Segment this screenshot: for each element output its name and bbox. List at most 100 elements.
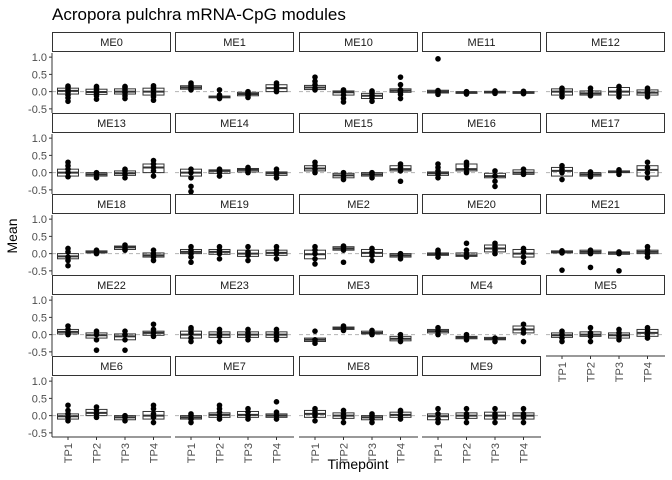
data-point	[587, 264, 594, 271]
data-point	[245, 164, 251, 171]
panel-me16: ME16	[422, 113, 541, 190]
facet-strip	[299, 32, 418, 52]
data-point	[492, 411, 498, 417]
data-point	[312, 328, 318, 334]
box-tp4	[389, 161, 412, 185]
data-point	[492, 88, 498, 94]
box-tp2	[332, 169, 355, 183]
data-point	[312, 417, 318, 424]
box-tp3	[361, 411, 383, 426]
data-point	[435, 87, 441, 94]
box-tp1	[427, 161, 449, 181]
data-point	[216, 243, 223, 250]
data-point	[492, 405, 498, 412]
box-tp4	[142, 402, 165, 426]
facet-strip-label: ME11	[468, 37, 496, 49]
facet-strip-label: ME15	[344, 118, 373, 130]
box-tp3	[114, 328, 136, 353]
x-tick-label: TP1	[310, 443, 322, 463]
data-point	[463, 419, 470, 426]
x-tick-label: TP3	[367, 443, 379, 463]
data-point	[150, 247, 157, 253]
data-point	[616, 326, 622, 333]
box-tp1	[427, 405, 449, 426]
panel-me3: ME3	[299, 275, 418, 347]
y-tick-label: 0.5	[32, 150, 47, 162]
data-point	[520, 326, 527, 333]
facet-strip	[422, 32, 541, 52]
data-point	[216, 255, 223, 262]
facet-strip	[422, 194, 541, 214]
box-tp1	[427, 324, 449, 338]
y-tick-label: 1.0	[32, 295, 47, 307]
y-tick-label: 0.5	[32, 393, 47, 405]
data-point	[435, 161, 441, 167]
facet-strip-label: ME12	[591, 37, 620, 49]
box-tp3	[608, 326, 630, 343]
data-point	[122, 166, 128, 172]
facet-strip-label: ME4	[470, 280, 493, 292]
x-tick-label: TP4	[149, 443, 161, 463]
x-tick-label: TP2	[462, 443, 474, 463]
box-tp2	[579, 247, 602, 271]
facet-strip	[299, 194, 418, 214]
panel-me20: ME20	[422, 194, 541, 266]
data-point	[559, 176, 565, 183]
x-tick-label: TP1	[433, 443, 445, 463]
box-tp4	[265, 243, 288, 262]
data-point	[397, 250, 404, 257]
data-point	[369, 327, 375, 334]
data-point	[122, 347, 128, 353]
data-point	[150, 411, 157, 417]
box-tp4	[142, 247, 165, 264]
data-point	[65, 159, 71, 166]
data-point	[150, 173, 157, 179]
data-point	[559, 162, 565, 169]
x-tick-label: TP3	[243, 443, 255, 463]
box-tp3	[608, 249, 630, 274]
box-tp4	[265, 326, 288, 343]
facet-strip-label: ME3	[347, 280, 370, 292]
box-tp3	[484, 405, 506, 426]
box-tp1	[57, 83, 79, 105]
facet-strip	[546, 275, 665, 295]
facet-strip	[546, 32, 665, 52]
data-point	[216, 166, 223, 172]
data-point	[188, 166, 194, 172]
box-tp1	[180, 243, 202, 266]
data-point	[340, 419, 347, 426]
data-point	[397, 87, 404, 93]
facet-strip	[52, 275, 171, 295]
box-tp4	[512, 405, 535, 426]
data-point	[93, 347, 100, 353]
y-tick-label: 0.0	[32, 168, 47, 180]
data-point	[520, 411, 527, 417]
data-point	[492, 173, 498, 179]
panel-me14: ME14	[175, 113, 294, 195]
data-point	[65, 323, 71, 329]
y-axis-title: Mean	[4, 218, 20, 253]
data-point	[312, 255, 318, 262]
data-point	[397, 95, 404, 102]
data-point	[188, 188, 194, 195]
facet-strip	[299, 113, 418, 133]
data-point	[520, 245, 527, 252]
box-tp2	[579, 169, 602, 180]
data-point	[559, 248, 565, 254]
data-point	[312, 261, 318, 267]
facet-strip-label: ME1	[223, 37, 246, 49]
data-point	[520, 254, 527, 260]
data-point	[93, 404, 100, 410]
x-tick-label: TP1	[557, 362, 569, 382]
data-point	[150, 326, 157, 333]
box-tp3	[484, 240, 506, 257]
box-tp1	[551, 328, 573, 345]
data-point	[369, 169, 375, 176]
data-point	[65, 254, 71, 260]
data-point	[93, 169, 100, 176]
data-point	[216, 338, 223, 345]
box-tp2	[208, 166, 231, 179]
box-tp3	[484, 168, 506, 190]
box-tp3	[114, 412, 136, 424]
